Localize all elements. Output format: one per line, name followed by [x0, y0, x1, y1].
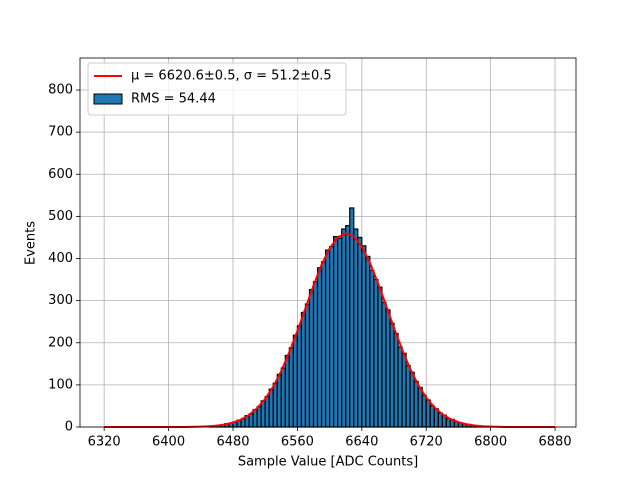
- histogram-bar: [333, 236, 339, 428]
- histogram-bar: [417, 386, 423, 428]
- x-axis-label: Sample Value [ADC Counts]: [238, 455, 418, 470]
- histogram-bar: [320, 261, 327, 428]
- plot-frame: [79, 57, 577, 428]
- histogram-bar: [353, 228, 359, 428]
- histogram-bar: [361, 245, 367, 428]
- histogram-bar: [268, 388, 274, 428]
- y-tick-label: 700: [48, 125, 73, 140]
- histogram-bar: [365, 255, 371, 428]
- y-tick-label: 200: [48, 335, 73, 350]
- x-tick-label: 6560: [281, 435, 314, 450]
- y-tick-label: 100: [48, 377, 73, 392]
- histogram-bar: [329, 246, 335, 428]
- histogram-bar: [300, 311, 307, 428]
- histogram-bar: [264, 396, 270, 428]
- histogram-bar: [316, 267, 323, 428]
- histogram-bar: [377, 286, 383, 428]
- histogram-bar: [349, 207, 355, 428]
- histogram-bar: [425, 399, 431, 428]
- histogram-bar: [433, 408, 439, 428]
- histogram-bar: [429, 405, 435, 428]
- histogram-bar: [256, 406, 262, 428]
- legend-label: RMS = 54.44: [131, 92, 216, 107]
- histogram-bar: [324, 249, 331, 428]
- histogram-bar: [292, 334, 299, 428]
- y-axis-label: Events: [24, 221, 39, 265]
- x-tick-label: 6320: [88, 435, 121, 450]
- histogram-bar: [296, 325, 303, 428]
- histogram-bar: [401, 352, 407, 428]
- legend-label: μ = 6620.6±0.5, σ = 51.2±0.5: [131, 69, 332, 84]
- histogram-bar: [397, 346, 403, 428]
- x-tick-label: 6880: [539, 435, 572, 450]
- histogram-bar: [381, 301, 387, 428]
- histogram-bar: [272, 382, 278, 428]
- x-tick-label: 6400: [152, 435, 185, 450]
- histogram-bar: [260, 400, 266, 428]
- x-tick-label: 6720: [410, 435, 443, 450]
- histogram-bar: [341, 228, 347, 428]
- y-tick-label: 500: [48, 209, 73, 224]
- legend-box: [87, 62, 347, 116]
- histogram-bar: [337, 237, 343, 428]
- histogram-bar: [284, 354, 290, 428]
- y-tick-label: 800: [48, 83, 73, 98]
- histogram-bar: [409, 371, 415, 428]
- fit-line: [104, 232, 556, 428]
- histogram-bar: [385, 309, 391, 428]
- histogram-bar: [276, 373, 282, 428]
- histogram-bar: [389, 322, 395, 428]
- histogram-bar: [248, 413, 254, 428]
- histogram-bar: [373, 278, 379, 428]
- histogram-bar: [288, 347, 294, 428]
- histogram-bar: [405, 364, 411, 428]
- histogram-bar: [393, 332, 399, 428]
- histogram-bar: [304, 303, 311, 428]
- histogram-bar: [369, 269, 375, 428]
- histogram-bar: [421, 394, 427, 428]
- y-tick-label: 300: [48, 293, 73, 308]
- histogram-bar: [413, 380, 419, 428]
- histogram-bar: [357, 236, 363, 428]
- legend-patch: [93, 93, 123, 105]
- histogram-bar: [312, 281, 319, 428]
- x-tick-label: 6480: [216, 435, 249, 450]
- histogram-bar: [345, 225, 351, 428]
- histogram-bar: [437, 412, 443, 428]
- y-tick-label: 0: [65, 420, 73, 435]
- y-tick-label: 400: [48, 251, 73, 266]
- y-tick-label: 600: [48, 167, 73, 182]
- histogram-bar: [308, 289, 315, 428]
- x-tick-label: 6800: [474, 435, 507, 450]
- x-tick-label: 6640: [345, 435, 378, 450]
- histogram-bar: [280, 367, 286, 428]
